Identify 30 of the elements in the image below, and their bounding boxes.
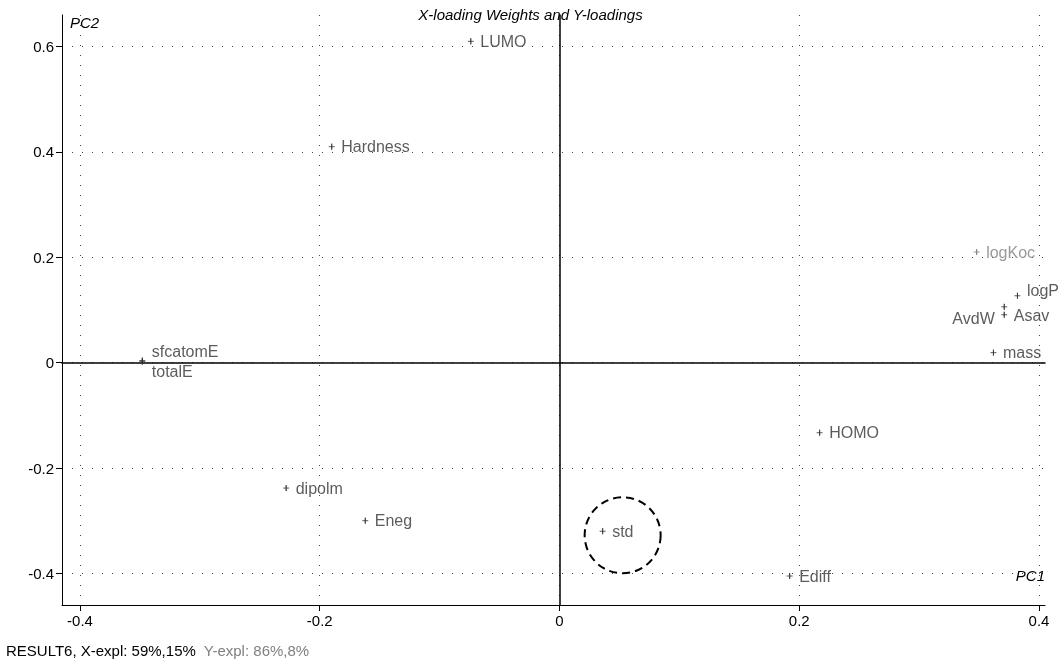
series-label: Ediff xyxy=(799,567,832,585)
y-tick-label: 0.2 xyxy=(33,248,54,266)
series-label: totalE xyxy=(151,363,193,381)
x-axis-title: PC1 xyxy=(1015,567,1045,584)
series-label: Eneg xyxy=(374,512,413,530)
y-axis-title: PC2 xyxy=(70,14,100,31)
chart-title: X-loading Weights and Y-loadings xyxy=(417,6,644,23)
x-tick-label: 0.2 xyxy=(788,612,810,629)
series-label: Hardness xyxy=(341,138,410,156)
series-label: sfcatomE xyxy=(151,343,219,361)
x-tick-label: 0.4 xyxy=(1028,612,1050,629)
series-label: mass xyxy=(1002,344,1042,362)
text: RESULT6, X-expl: 59%,15% xyxy=(6,642,196,659)
series-label: logKoc xyxy=(986,243,1036,261)
series-label: AvdW xyxy=(952,310,996,328)
series-label: LUMO xyxy=(480,32,527,50)
y-tick-label: 0.6 xyxy=(33,38,54,56)
y-tick-label: -0.2 xyxy=(28,459,54,477)
series-label: Asav xyxy=(1013,307,1050,325)
series-label: HOMO xyxy=(829,424,879,442)
y-tick-label: -0.4 xyxy=(28,564,54,582)
y-tick-label: 0 xyxy=(45,354,54,372)
y-tick-label: 0.4 xyxy=(33,143,54,161)
series-label: dipolm xyxy=(295,479,343,497)
x-tick-label: 0 xyxy=(555,612,564,629)
series-label: std xyxy=(612,522,634,540)
x-tick-label: -0.2 xyxy=(306,612,333,629)
text: Y-expl: 86%,8% xyxy=(203,642,310,659)
x-tick-label: -0.4 xyxy=(67,612,93,629)
series-label: logP xyxy=(1026,282,1059,300)
